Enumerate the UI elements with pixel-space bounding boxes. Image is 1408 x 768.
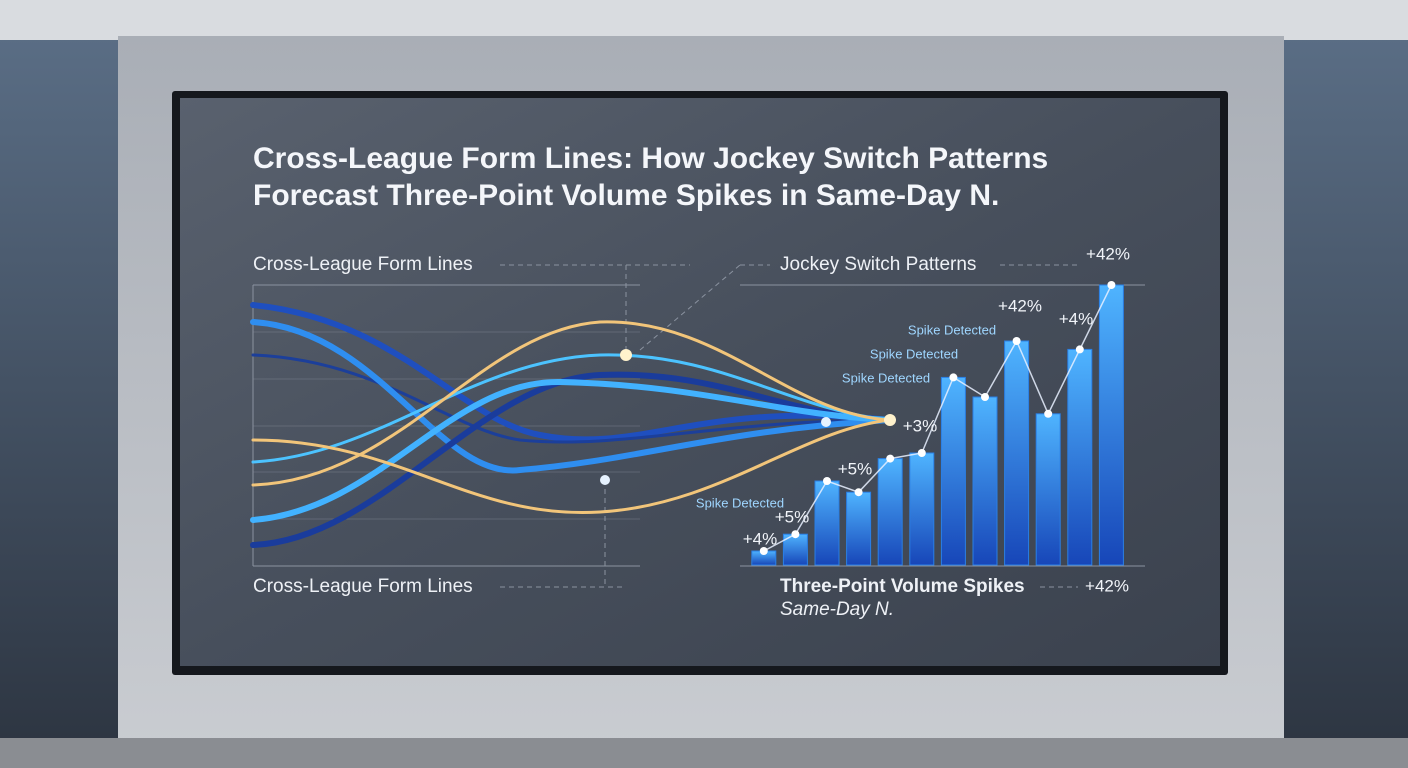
node [884,414,896,426]
change-annotation: +3% [903,416,938,435]
trend-dot [1107,281,1116,289]
change-annotation: +5% [838,459,873,478]
panel-label: Cross-League Form Lines [253,576,473,597]
bar [782,533,808,566]
trend-dot [1044,409,1053,418]
change-annotation: +4% [743,529,778,548]
node [620,349,632,361]
change-annotation: +42% [998,296,1042,315]
trend-dot [917,449,926,457]
curve [251,418,892,515]
change-annotation: +42% [1086,244,1130,263]
trend-dot [759,547,768,555]
curve [251,320,892,487]
trend-dot [981,393,989,401]
ceiling [0,0,1408,40]
curve [251,353,892,464]
node [821,417,831,427]
form-curves [250,302,896,548]
trend-dot [854,488,863,497]
bar [1004,340,1030,566]
bar [972,396,998,566]
title-line: Cross-League Form Lines: How Jockey Swit… [253,142,1048,175]
panel-label: Jockey Switch Patterns [780,254,976,275]
trend-dot [1012,337,1021,345]
change-annotation: +5% [775,507,810,526]
curve [250,302,893,443]
spike-annotation: Spike Detected [842,370,930,385]
leader [639,264,741,351]
x-axis-label: Three-Point Volume Spikes [780,576,1025,597]
curve [250,319,893,474]
change-annotation: +4% [1059,309,1094,328]
node [600,475,610,485]
trend-dot [886,454,895,463]
bar [1035,413,1061,566]
change-annotation: +42% [1085,576,1129,595]
spike-annotation: Spike Detected [908,322,996,337]
bar [814,480,840,566]
left-panel [252,264,1080,588]
curve [251,353,892,444]
trend-line [763,284,1113,552]
bar [940,376,966,566]
curve [250,371,893,548]
spike-annotation: Spike Detected [870,346,958,361]
floor [0,738,1408,768]
curve [250,378,893,523]
trend-dot [1075,345,1084,354]
bar [877,458,903,566]
trend-dot [823,477,831,485]
trend-dot [791,530,800,539]
bar [1067,348,1093,566]
bar [909,452,935,566]
spike-annotation: Spike Detected [696,495,784,510]
panel-label: Cross-League Form Lines [253,254,473,275]
title-line: Forecast Three-Point Volume Spikes in Sa… [253,179,999,212]
subtitle: Same-Day N. [780,599,894,620]
bar [1098,284,1124,566]
trend-dot [949,373,958,382]
bar [846,491,872,566]
